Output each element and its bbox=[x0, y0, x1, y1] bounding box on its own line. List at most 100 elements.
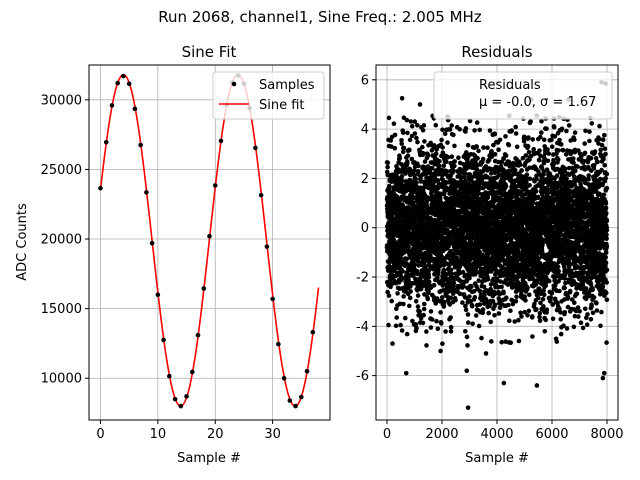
residual-point-55 bbox=[386, 293, 392, 298]
residual-point-3801 bbox=[524, 179, 529, 185]
residual-point-498 bbox=[403, 315, 408, 321]
residual-point-1229 bbox=[429, 165, 435, 171]
residual-point-4665 bbox=[555, 264, 561, 270]
sample-point-11 bbox=[161, 337, 166, 343]
sine-fit-ylabel: ADC Counts bbox=[15, 203, 30, 281]
residual-point-1074 bbox=[424, 329, 429, 334]
y-tick-label-2: -2 bbox=[356, 271, 369, 286]
residual-point-569 bbox=[405, 153, 411, 158]
residual-point-4067 bbox=[533, 189, 539, 194]
residual-point-4704 bbox=[557, 137, 562, 143]
residual-point-857 bbox=[416, 163, 421, 169]
residual-point-3336 bbox=[507, 318, 512, 324]
sample-point-7 bbox=[138, 142, 143, 148]
residual-point-803 bbox=[414, 180, 419, 186]
residual-point-1076 bbox=[424, 343, 429, 348]
residual-point-378 bbox=[398, 256, 404, 261]
sample-point-9 bbox=[149, 240, 155, 246]
x-tick-label-1: 10 bbox=[150, 427, 167, 442]
residual-point-758 bbox=[412, 119, 418, 124]
residual-point-3248 bbox=[503, 153, 509, 158]
residual-point-1551 bbox=[441, 304, 447, 309]
residual-point-1140 bbox=[426, 275, 432, 280]
residuals-title: Residuals bbox=[461, 43, 532, 61]
residual-point-1651 bbox=[445, 140, 450, 145]
residual-point-4265 bbox=[541, 304, 546, 309]
residual-point-115 bbox=[388, 144, 394, 149]
residual-point-1488 bbox=[439, 137, 444, 143]
residual-point-644 bbox=[408, 289, 413, 294]
residual-point-2940 bbox=[492, 131, 498, 137]
residual-point-805 bbox=[414, 326, 419, 331]
sample-point-32 bbox=[281, 375, 287, 381]
residual-point-3522 bbox=[513, 131, 519, 136]
sample-point-20 bbox=[212, 183, 218, 188]
residual-point-2157 bbox=[463, 307, 469, 313]
residual-point-1330 bbox=[433, 122, 439, 128]
residual-point-651 bbox=[408, 119, 414, 124]
residual-point-1734 bbox=[448, 315, 453, 320]
residual-point-2183 bbox=[464, 334, 470, 340]
x-tick-label-0: 0 bbox=[383, 427, 391, 442]
residual-point-686 bbox=[409, 123, 415, 129]
residual-point-62 bbox=[387, 183, 392, 189]
residual-point-212 bbox=[392, 145, 398, 151]
residual-point-4089 bbox=[534, 280, 540, 286]
sample-point-19 bbox=[207, 233, 212, 239]
residual-point-42 bbox=[386, 322, 391, 328]
y-tick-label-4: 30000 bbox=[41, 93, 82, 108]
residual-point-2531 bbox=[477, 302, 483, 307]
residual-point-1510 bbox=[440, 341, 445, 347]
residual-point-1718 bbox=[447, 127, 453, 132]
residual-point-1947 bbox=[456, 155, 461, 160]
sample-point-28 bbox=[258, 192, 264, 198]
residual-point-4850 bbox=[562, 310, 568, 315]
residual-point-1515 bbox=[440, 145, 445, 150]
residual-point-4377 bbox=[545, 147, 550, 152]
sample-point-12 bbox=[167, 373, 172, 379]
residual-point-2512 bbox=[476, 323, 482, 329]
residual-point-187 bbox=[391, 121, 397, 126]
x-tick-label-0: 0 bbox=[96, 427, 104, 442]
residual-point-542 bbox=[404, 256, 410, 262]
residual-point-4773 bbox=[559, 126, 565, 132]
residual-point-2619 bbox=[480, 307, 486, 312]
residual-point-590 bbox=[406, 205, 411, 210]
residual-point-1837 bbox=[452, 163, 457, 169]
residual-point-1983 bbox=[457, 127, 463, 132]
sample-point-16 bbox=[189, 369, 195, 375]
sine-fit-plot-area bbox=[98, 73, 320, 409]
residual-point-1810 bbox=[451, 132, 456, 138]
residual-point-2447 bbox=[474, 144, 480, 149]
residual-point-1017 bbox=[422, 301, 427, 307]
sample-point-6 bbox=[132, 106, 138, 112]
residual-point-751 bbox=[412, 168, 417, 173]
sample-point-34 bbox=[293, 403, 298, 409]
x-tick-label-2: 20 bbox=[207, 427, 224, 442]
residual-point-415 bbox=[399, 178, 405, 183]
sine-fit-xlabel: Sample # bbox=[177, 451, 241, 466]
residual-point-2136 bbox=[463, 329, 468, 334]
residual-point-4856 bbox=[562, 166, 568, 171]
residual-point-4752 bbox=[558, 331, 564, 337]
residual-point-3253 bbox=[504, 295, 509, 301]
sample-point-31 bbox=[276, 341, 281, 347]
y-tick-label-6: 6 bbox=[361, 73, 369, 88]
sample-point-13 bbox=[172, 396, 178, 402]
residual-point-848 bbox=[415, 293, 421, 298]
residual-point-3510 bbox=[513, 124, 518, 130]
residual-point-3402 bbox=[509, 128, 514, 133]
sample-point-33 bbox=[287, 398, 293, 403]
residual-point-3757 bbox=[522, 294, 528, 299]
residual-point-3816 bbox=[524, 172, 530, 177]
residual-point-396 bbox=[399, 138, 404, 143]
residual-point-1001 bbox=[421, 312, 427, 318]
residual-point-4388 bbox=[545, 158, 551, 164]
residual-point-3889 bbox=[527, 183, 532, 188]
sample-point-5 bbox=[126, 81, 132, 87]
residual-point-4080 bbox=[534, 176, 539, 182]
residual-point-1660 bbox=[445, 154, 451, 160]
residual-point-3964 bbox=[530, 334, 535, 339]
y-tick-label-3: 25000 bbox=[41, 163, 82, 178]
